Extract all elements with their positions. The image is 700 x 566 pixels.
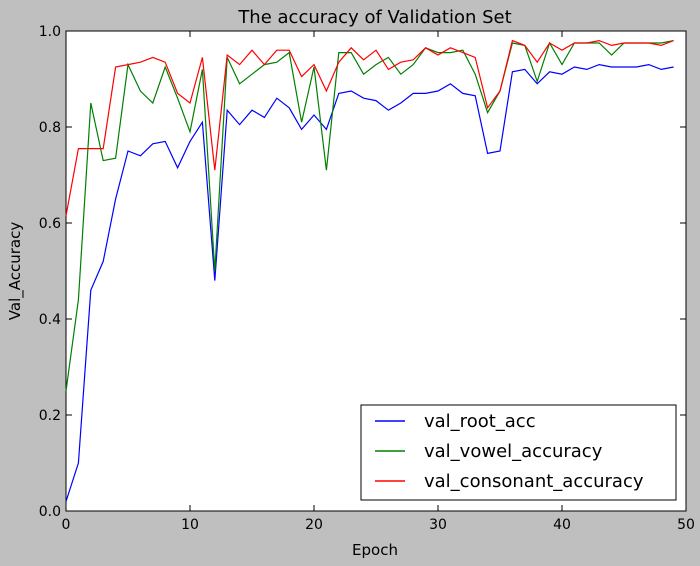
y-tick-label: 0.0 xyxy=(39,504,61,520)
series-line-val-vowel-accuracy xyxy=(65,40,674,392)
chart-title: The accuracy of Validation Set xyxy=(237,7,511,28)
series-line-val-root-acc xyxy=(65,63,674,502)
y-tick-label: 0.8 xyxy=(39,120,61,136)
x-axis-label: Epoch xyxy=(352,541,398,559)
series-line-val-consonant-accuracy xyxy=(65,39,674,216)
legend-label: val_consonant_accuracy xyxy=(424,471,644,492)
legend-label: val_root_acc xyxy=(424,411,536,432)
x-tick-label: 30 xyxy=(429,517,447,533)
y-tick-label: 1.0 xyxy=(39,24,61,40)
y-tick-label: 0.6 xyxy=(39,216,61,232)
x-tick-label: 0 xyxy=(62,517,71,533)
legend: val_root_acc val_vowel_accuracy val_conson… xyxy=(360,404,677,501)
x-tick-label: 50 xyxy=(677,517,695,533)
x-tick-label: 10 xyxy=(181,517,199,533)
legend-label: val_vowel_accuracy xyxy=(424,441,603,462)
x-tick-label: 40 xyxy=(553,517,571,533)
axis-ticks: 0 10 20 30 40 50 0.0 0.2 0.4 0.6 0.8 1.0 xyxy=(39,24,695,533)
y-tick-label: 0.2 xyxy=(39,408,61,424)
legend-box xyxy=(360,404,677,501)
x-tick-label: 20 xyxy=(305,517,323,533)
y-tick-label: 0.4 xyxy=(39,312,61,328)
series-lines xyxy=(65,39,674,502)
y-axis-label: Val_Accuracy xyxy=(6,222,25,321)
